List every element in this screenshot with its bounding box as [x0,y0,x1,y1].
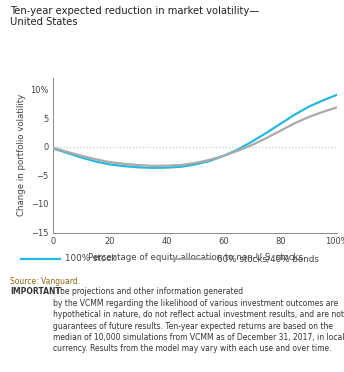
Text: United States: United States [10,17,78,27]
Text: 60% stocks/40% bonds: 60% stocks/40% bonds [217,254,319,263]
Text: Source: Vanguard.: Source: Vanguard. [10,277,80,286]
Text: The projections and other information generated
by the VCMM regarding the likeli: The projections and other information ge… [53,287,344,353]
Text: Ten-year expected reduction in market volatility—: Ten-year expected reduction in market vo… [10,6,260,16]
Y-axis label: Change in portfolio volatility: Change in portfolio volatility [17,94,26,217]
Text: IMPORTANT:: IMPORTANT: [10,287,64,296]
X-axis label: Percentage of equity allocation to non-U.S. stocks: Percentage of equity allocation to non-U… [88,253,303,262]
Text: 100% stock: 100% stock [65,254,117,263]
